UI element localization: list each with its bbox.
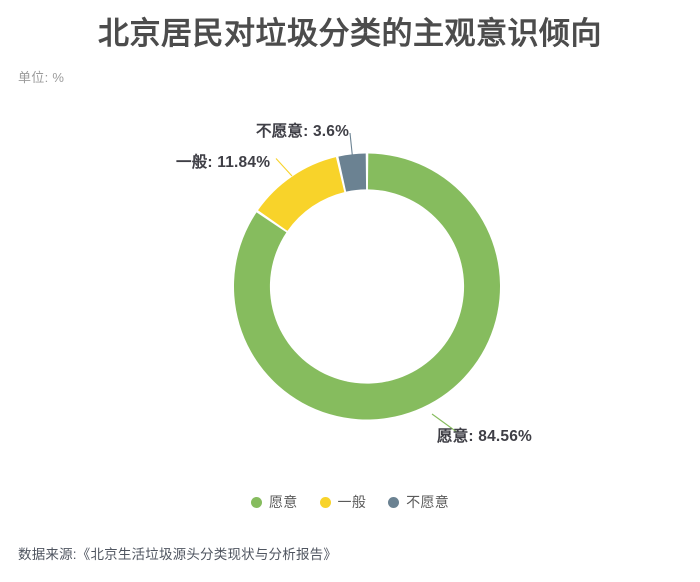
legend-label: 愿意 bbox=[268, 494, 298, 510]
slice-label-neutral: 一般: 11.84% bbox=[176, 154, 271, 171]
data-source-note: 数据来源:《北京生活垃圾源头分类现状与分析报告》 bbox=[18, 547, 338, 562]
legend-label: 不愿意 bbox=[406, 494, 450, 510]
legend-swatch-icon bbox=[319, 496, 331, 508]
legend-label: 一般 bbox=[337, 494, 367, 510]
legend-item-neutral[interactable]: 一般 bbox=[319, 492, 367, 512]
donut-slice[interactable] bbox=[233, 153, 501, 420]
legend-item-unwilling[interactable]: 不愿意 bbox=[388, 492, 449, 512]
donut-slice[interactable] bbox=[258, 157, 345, 231]
legend-item-willing[interactable]: 愿意 bbox=[250, 492, 298, 512]
legend-swatch-icon bbox=[388, 496, 400, 508]
slice-label-unwilling: 不愿意: 3.6% bbox=[256, 123, 350, 140]
donut-slice[interactable] bbox=[338, 153, 367, 192]
chart-legend: 愿意 一般 不愿意 bbox=[0, 492, 700, 512]
legend-swatch-icon bbox=[250, 496, 262, 508]
chart-unit-label: 单位: % bbox=[18, 70, 65, 85]
slice-label-willing: 愿意: 84.56% bbox=[437, 428, 533, 445]
donut-slices bbox=[233, 153, 501, 420]
leader-line bbox=[275, 158, 293, 177]
page-title: 北京居民对垃圾分类的主观意识倾向 bbox=[98, 16, 602, 51]
leader-line bbox=[349, 132, 354, 158]
leader-lines bbox=[275, 132, 458, 433]
